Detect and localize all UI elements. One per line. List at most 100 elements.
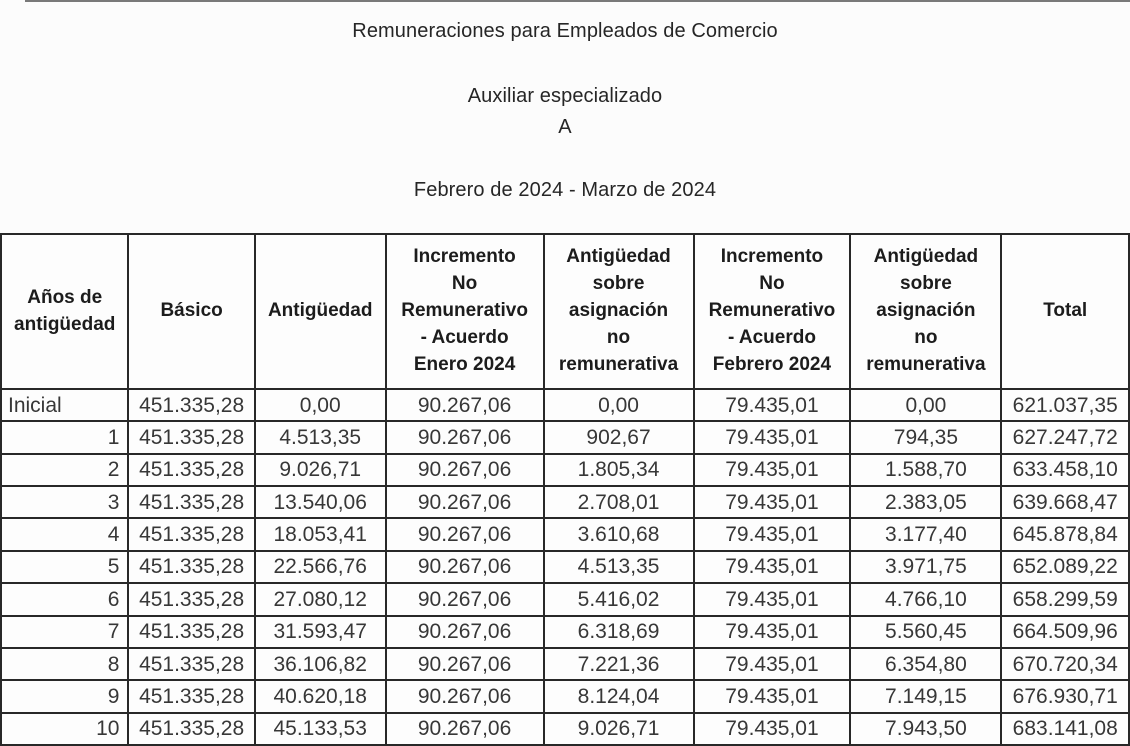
row-label-cell: 10 [0, 711, 130, 746]
salary-table-header: Años de antigüedad Básico Antigüedad Inc… [0, 233, 1130, 390]
value-cell: 451.335,28 [127, 711, 256, 746]
value-cell: 45.133,53 [253, 711, 387, 746]
value-cell: 79.435,01 [692, 614, 852, 649]
table-row: 3 451.335,28 13.540,06 90.267,06 2.708,01 79.… [0, 485, 1130, 520]
value-cell: 451.335,28 [127, 517, 256, 552]
value-cell: 90.267,06 [384, 517, 545, 552]
value-cell: 22.566,76 [253, 549, 387, 585]
table-row: 2 451.335,28 9.026,71 90.267,06 1.805,34 79.4… [0, 452, 1130, 488]
value-cell: 0,00 [542, 387, 695, 423]
value-cell: 639.668,47 [1000, 485, 1130, 520]
value-cell: 627.247,72 [1000, 420, 1130, 455]
value-cell: 621.037,35 [1000, 387, 1130, 423]
value-cell: 0,00 [849, 387, 1003, 423]
row-label-cell: 3 [0, 485, 130, 520]
value-cell: 0,00 [253, 387, 387, 423]
value-cell: 633.458,10 [1000, 452, 1130, 488]
value-cell: 451.335,28 [127, 420, 256, 455]
value-cell: 90.267,06 [384, 387, 545, 423]
value-cell: 670.720,34 [1000, 646, 1130, 682]
category-title: Auxiliar especializado [467, 85, 663, 107]
value-cell: 4.766,10 [849, 582, 1003, 617]
value-cell: 90.267,06 [384, 614, 545, 649]
value-cell: 3.971,75 [849, 549, 1003, 585]
period-label: Febrero de 2024 - Marzo de 2024 [413, 179, 717, 201]
value-cell: 645.878,84 [1000, 517, 1130, 552]
value-cell: 6.318,69 [542, 614, 695, 649]
col-header-antiguedad: Antigüedad [253, 233, 387, 390]
row-label-cell: 6 [0, 582, 130, 617]
table-row: Inicial 451.335,28 0,00 90.267,06 0,00 79.435… [0, 387, 1130, 423]
value-cell: 451.335,28 [127, 485, 256, 520]
value-cell: 902,67 [542, 420, 695, 455]
value-cell: 451.335,28 [127, 679, 256, 714]
value-cell: 1.805,34 [542, 452, 695, 488]
row-label-cell: 2 [0, 452, 130, 488]
value-cell: 79.435,01 [692, 711, 852, 746]
salary-table: Años de antigüedad Básico Antigüedad Inc… [0, 233, 1130, 746]
value-cell: 451.335,28 [127, 387, 256, 423]
col-header-antiguedad-asignacion-2: Antigüedad sobre asignación no remunerat… [849, 233, 1003, 390]
value-cell: 90.267,06 [384, 679, 545, 714]
value-cell: 27.080,12 [253, 582, 387, 617]
value-cell: 79.435,01 [692, 679, 852, 714]
table-row: 1 451.335,28 4.513,35 90.267,06 902,67 79.435… [0, 420, 1130, 455]
value-cell: 676.930,71 [1000, 679, 1130, 714]
value-cell: 18.053,41 [253, 517, 387, 552]
value-cell: 683.141,08 [1000, 711, 1130, 746]
value-cell: 7.221,36 [542, 646, 695, 682]
value-cell: 79.435,01 [692, 646, 852, 682]
value-cell: 5.416,02 [542, 582, 695, 617]
col-header-total: Total [1000, 233, 1130, 390]
value-cell: 451.335,28 [127, 614, 256, 649]
value-cell: 90.267,06 [384, 582, 545, 617]
col-header-anios-antiguedad: Años de antigüedad [0, 233, 130, 390]
row-label-cell: 7 [0, 614, 130, 649]
top-edge-line [25, 0, 1130, 2]
value-cell: 13.540,06 [253, 485, 387, 520]
value-cell: 90.267,06 [384, 420, 545, 455]
value-cell: 2.383,05 [849, 485, 1003, 520]
value-cell: 664.509,96 [1000, 614, 1130, 649]
value-cell: 794,35 [849, 420, 1003, 455]
value-cell: 90.267,06 [384, 711, 545, 746]
table-row: 8 451.335,28 36.106,82 90.267,06 7.221,36 79.… [0, 646, 1130, 682]
row-label-cell: 5 [0, 549, 130, 585]
salary-table-body: Inicial 451.335,28 0,00 90.267,06 0,00 79.435… [0, 387, 1130, 746]
value-cell: 4.513,35 [253, 420, 387, 455]
value-cell: 79.435,01 [692, 387, 852, 423]
value-cell: 6.354,80 [849, 646, 1003, 682]
col-header-antiguedad-asignacion-1: Antigüedad sobre asignación no remunerat… [542, 233, 695, 390]
value-cell: 79.435,01 [692, 549, 852, 585]
value-cell: 7.149,15 [849, 679, 1003, 714]
table-row: 6 451.335,28 27.080,12 90.267,06 5.416,02 79.… [0, 582, 1130, 617]
value-cell: 79.435,01 [692, 517, 852, 552]
value-cell: 1.588,70 [849, 452, 1003, 488]
value-cell: 451.335,28 [127, 452, 256, 488]
value-cell: 9.026,71 [542, 711, 695, 746]
value-cell: 5.560,45 [849, 614, 1003, 649]
value-cell: 90.267,06 [384, 646, 545, 682]
value-cell: 79.435,01 [692, 582, 852, 617]
header-row: Años de antigüedad Básico Antigüedad Inc… [0, 233, 1130, 390]
value-cell: 652.089,22 [1000, 549, 1130, 585]
category-letter: A [558, 116, 572, 138]
value-cell: 8.124,04 [542, 679, 695, 714]
value-cell: 90.267,06 [384, 452, 545, 488]
table-row: 5 451.335,28 22.566,76 90.267,06 4.513,35 79.… [0, 549, 1130, 585]
value-cell: 79.435,01 [692, 485, 852, 520]
value-cell: 451.335,28 [127, 582, 256, 617]
value-cell: 40.620,18 [253, 679, 387, 714]
value-cell: 90.267,06 [384, 549, 545, 585]
value-cell: 451.335,28 [127, 549, 256, 585]
value-cell: 3.610,68 [542, 517, 695, 552]
value-cell: 4.513,35 [542, 549, 695, 585]
col-header-basico: Básico [127, 233, 256, 390]
value-cell: 2.708,01 [542, 485, 695, 520]
table-row: 7 451.335,28 31.593,47 90.267,06 6.318,69 79.… [0, 614, 1130, 649]
value-cell: 9.026,71 [253, 452, 387, 488]
value-cell: 7.943,50 [849, 711, 1003, 746]
row-label-cell: 1 [0, 420, 130, 455]
col-header-incremento-febrero-2024: Incremento No Remunerativo - Acuerdo Feb… [692, 233, 852, 390]
table-row: 9 451.335,28 40.620,18 90.267,06 8.124,04 79.… [0, 679, 1130, 714]
